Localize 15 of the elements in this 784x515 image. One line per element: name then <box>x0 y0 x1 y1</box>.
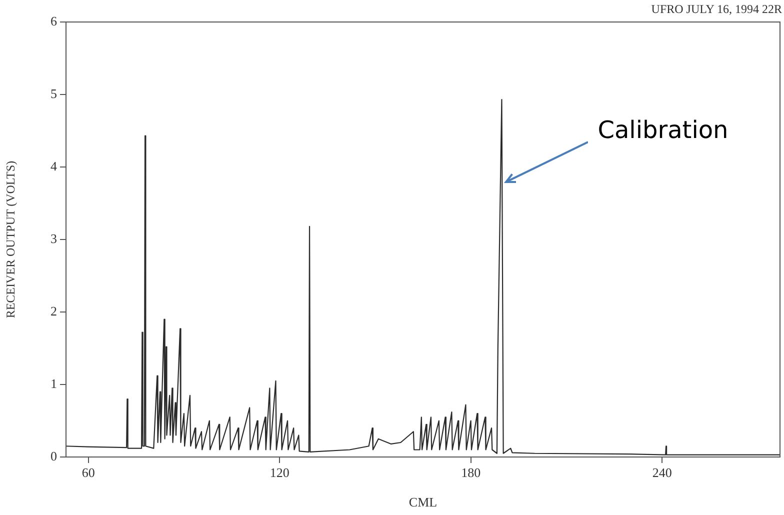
x-tick-label: 60 <box>82 465 95 480</box>
x-tick-label: 240 <box>652 465 672 480</box>
annotation: Calibration <box>598 116 728 144</box>
y-tick-label: 3 <box>50 230 57 246</box>
y-axis-title: RECEIVER OUTPUT (VOLTS) <box>3 160 18 318</box>
x-axis-title: CML <box>408 494 438 510</box>
y-tick-label: 1 <box>50 376 57 391</box>
y-tick-label: 5 <box>50 86 57 101</box>
y-tick-label: 4 <box>50 158 58 174</box>
y-tick-label: 6 <box>50 13 58 28</box>
x-tick-label: 120 <box>270 465 290 480</box>
y-tick-label: 2 <box>50 303 57 318</box>
x-tick-label: 180 <box>461 465 481 480</box>
text: UFRO JULY 16, 1994 22R <box>651 2 782 17</box>
y-tick-label: 0 <box>50 448 57 464</box>
